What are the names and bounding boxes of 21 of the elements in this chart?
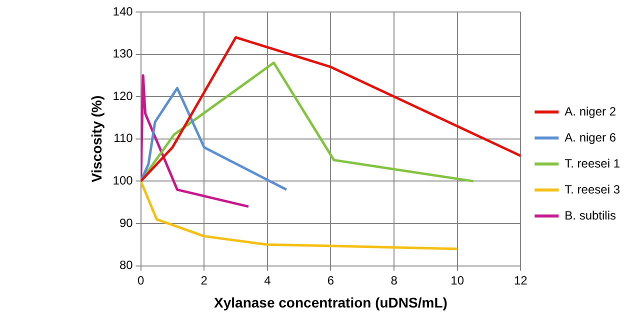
y-tick-label: 90	[119, 216, 134, 230]
y-axis-title: Viscosity (%)	[88, 95, 104, 182]
y-tick-label: 130	[112, 46, 134, 61]
x-tick-label: 0	[137, 273, 144, 288]
x-tick-label: 8	[390, 273, 398, 288]
x-tick-label: 12	[514, 273, 528, 288]
legend-label: T. reesei 3	[564, 182, 620, 196]
x-tick-label: 10	[450, 273, 464, 288]
x-tick-label: 6	[327, 273, 334, 288]
legend-label: A. niger 2	[564, 104, 616, 118]
y-tick-label: 100	[112, 174, 134, 188]
x-tick-label: 4	[264, 273, 272, 288]
x-tick-label: 2	[200, 273, 208, 288]
y-tick-label: 120	[112, 88, 134, 103]
y-tick-label: 110	[114, 131, 134, 146]
legend-label: T. reesei 1	[564, 156, 620, 170]
y-tick-label: 140	[112, 4, 134, 18]
x-axis-title: Xylanase concentration (uDNS/mL)	[214, 294, 448, 310]
legend-label: B. subtilis	[564, 208, 616, 222]
y-tick-label: 80	[119, 258, 134, 272]
legend-label: A. niger 6	[564, 130, 616, 144]
